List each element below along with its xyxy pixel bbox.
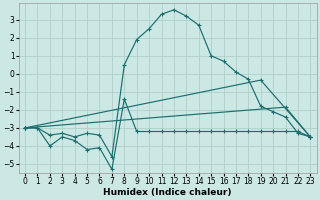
X-axis label: Humidex (Indice chaleur): Humidex (Indice chaleur) — [103, 188, 232, 197]
